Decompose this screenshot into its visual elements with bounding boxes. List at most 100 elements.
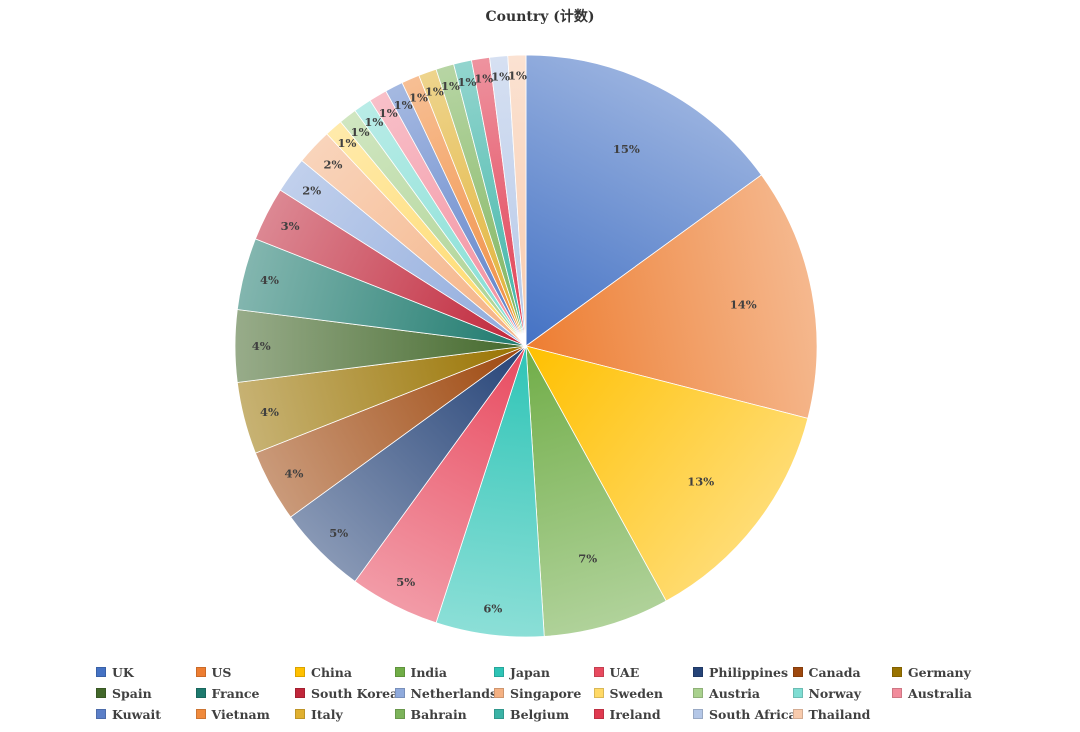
legend-swatch [494, 667, 504, 677]
legend-swatch [593, 709, 604, 719]
data-label-belgium: 1% [457, 75, 476, 89]
legend-item-us: US [195, 664, 232, 680]
legend-swatch [394, 709, 405, 719]
legend-label: Bahrain [410, 706, 467, 722]
legend-label: France [211, 685, 260, 701]
data-label-sweden: 1% [338, 136, 357, 150]
data-label-uae: 5% [396, 575, 415, 589]
data-label-austria: 1% [351, 125, 370, 139]
legend-label: Australia [908, 685, 972, 701]
legend-swatch [96, 709, 106, 719]
legend-swatch [195, 688, 206, 698]
legend-swatch [593, 688, 604, 698]
legend-item-bahrain: Bahrain [394, 706, 467, 722]
chart-title: Country (计数) [485, 9, 595, 25]
legend-swatch [195, 667, 206, 677]
legend-swatch [892, 667, 902, 677]
legend-item-india: India [394, 664, 448, 680]
pie-slice-china [525, 345, 809, 602]
data-label-italy: 1% [425, 84, 444, 98]
data-label-ireland: 1% [474, 72, 493, 86]
legend-label: Germany [908, 664, 971, 680]
legend-swatch [892, 688, 902, 698]
legend-item-canada: Canada [792, 664, 861, 680]
legend-item-sweden: Sweden [593, 685, 664, 701]
legend-label: India [410, 664, 448, 680]
data-label-kuwait: 1% [394, 98, 413, 112]
legend-swatch [792, 688, 803, 698]
data-label-canada: 4% [284, 467, 303, 481]
legend-label: Norway [808, 685, 861, 701]
legend-swatch [394, 688, 405, 698]
data-label-singapore: 2% [323, 158, 342, 172]
legend-label: Japan [510, 664, 550, 680]
legend-item-australia: Australia [892, 685, 972, 701]
legend-item-china: China [295, 664, 352, 680]
legend-item-vietnam: Vietnam [195, 706, 270, 722]
legend-label: Austria [709, 685, 761, 701]
data-label-australia: 1% [379, 106, 398, 120]
legend-swatch [96, 688, 106, 698]
legend-swatch [792, 667, 803, 677]
legend-label: Spain [112, 685, 152, 701]
data-label-south-africa: 1% [491, 70, 510, 84]
data-label-philippines: 5% [329, 526, 348, 540]
data-label-japan: 6% [483, 602, 502, 616]
data-label-norway: 1% [364, 115, 383, 129]
data-label-bahrain: 1% [441, 79, 460, 93]
pie-slice-us [525, 174, 818, 419]
data-label-spain: 4% [252, 339, 271, 353]
legend-item-philippines: Philippines [693, 664, 788, 680]
data-label-uk: 15% [613, 142, 640, 156]
legend-label: UAE [609, 664, 640, 680]
legend-item-singapore: Singapore [494, 685, 581, 701]
data-label-us: 14% [730, 298, 757, 312]
legend-item-austria: Austria [693, 685, 760, 701]
legend-swatch [494, 688, 504, 698]
legend-label: Kuwait [112, 706, 162, 722]
data-label-china: 13% [687, 475, 714, 489]
legend-label: South Korea [311, 685, 399, 701]
legend-swatch [693, 709, 703, 719]
data-label-germany: 4% [260, 405, 279, 419]
legend-item-thailand: Thailand [792, 706, 871, 722]
legend-swatch [295, 688, 305, 698]
legend-label: Philippines [709, 664, 789, 680]
legend-item-japan: Japan [494, 664, 550, 680]
legend-item-france: France [195, 685, 260, 701]
data-label-south-korea: 3% [281, 219, 300, 233]
legend-swatch [195, 709, 206, 719]
pie-slice-uk [525, 54, 762, 347]
legend-swatch [593, 667, 604, 677]
legend-label: Ireland [609, 706, 661, 722]
data-label-netherlands: 2% [302, 183, 321, 197]
legend-item-italy: Italy [295, 706, 343, 722]
legend-swatch [295, 709, 305, 719]
legend-item-uk: UK [96, 664, 134, 680]
pie-slice-thailand [507, 54, 527, 347]
legend-swatch [792, 709, 803, 719]
pie-slice-india [525, 345, 667, 637]
legend-label: UK [112, 664, 134, 680]
legend-item-uae: UAE [593, 664, 640, 680]
legend-item-ireland: Ireland [593, 706, 661, 722]
legend-item-belgium: Belgium [494, 706, 569, 722]
legend-item-spain: Spain [96, 685, 152, 701]
legend-swatch [295, 667, 305, 677]
legend-item-south-korea: South Korea [295, 685, 398, 701]
legend-label: US [211, 664, 232, 680]
legend-label: China [311, 664, 352, 680]
legend-label: Vietnam [211, 706, 270, 722]
data-label-thailand: 1% [508, 69, 527, 83]
legend-label: South Africa [709, 706, 797, 722]
legend-label: Sweden [609, 685, 664, 701]
legend-swatch [96, 667, 106, 677]
legend-label: Thailand [808, 706, 871, 722]
data-label-france: 4% [260, 273, 279, 287]
legend-swatch [394, 667, 405, 677]
legend-item-kuwait: Kuwait [96, 706, 161, 722]
legend-item-germany: Germany [892, 664, 971, 680]
data-label-india: 7% [578, 551, 597, 565]
